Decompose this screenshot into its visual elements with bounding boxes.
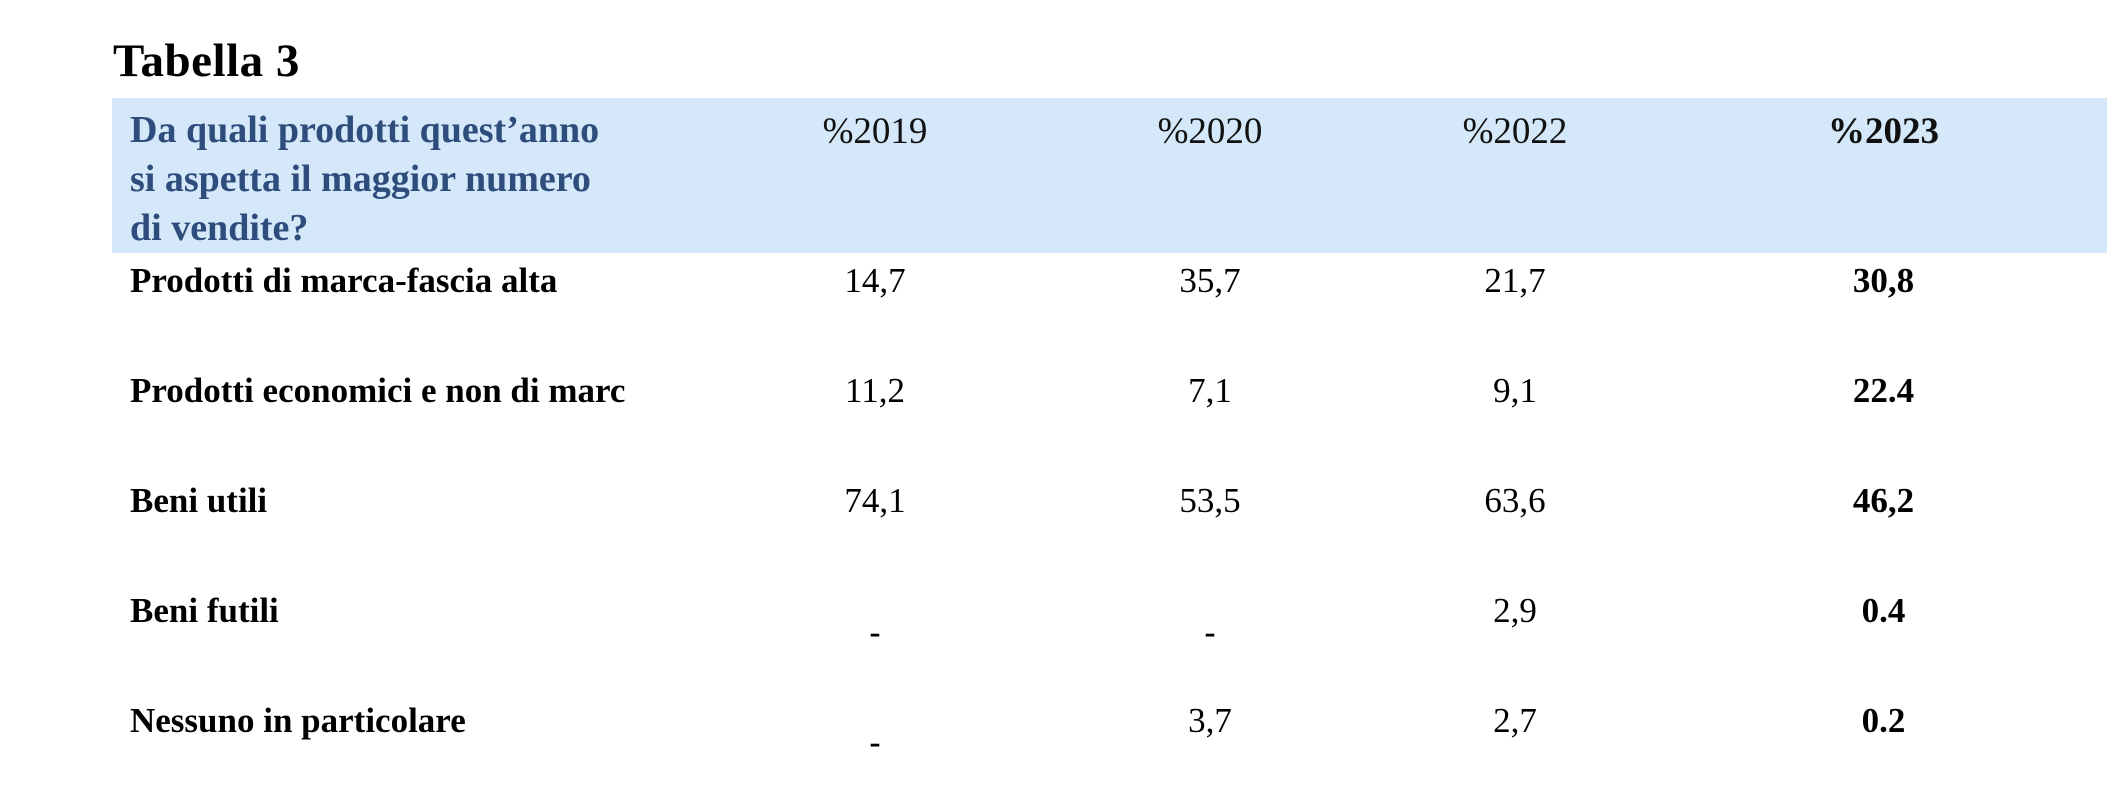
table-row: Prodotti economici e non di marc 11,2 7,…	[112, 363, 2107, 473]
cell-value-missing: -	[869, 725, 881, 761]
table-row: Beni utili 74,1 53,5 63,6 46,2	[112, 473, 2107, 583]
cell-value: 14,7	[844, 261, 906, 300]
cell-value: 22.4	[1852, 371, 1915, 410]
cell-value: 7,1	[1188, 371, 1232, 410]
row-label: Nessuno in particolare	[130, 701, 466, 740]
question-header: Da quali prodotti quest’anno si aspetta …	[130, 109, 600, 249]
row-label: Beni futili	[130, 591, 279, 630]
cell-value: 0.4	[1861, 591, 1906, 630]
cell-value: 30,8	[1852, 261, 1915, 300]
cell-value-missing: -	[1204, 615, 1216, 651]
cell-value-missing: -	[869, 615, 881, 651]
column-header-2020: %2020	[1157, 111, 1263, 152]
table-header-row: Da quali prodotti quest’anno si aspetta …	[112, 98, 2107, 253]
table-title: Tabella 3	[113, 35, 300, 87]
table-row: Beni futili - - 2,9 0.4	[112, 583, 2107, 693]
row-label: Beni utili	[130, 481, 268, 520]
cell-value: 9,1	[1493, 371, 1537, 410]
column-header-2019: %2019	[822, 111, 928, 152]
data-table: Da quali prodotti quest’anno si aspetta …	[112, 98, 2107, 803]
cell-value: 46,2	[1852, 481, 1915, 520]
cell-value: 3,7	[1188, 701, 1232, 740]
cell-value: 11,2	[845, 371, 905, 410]
column-header-2023: %2023	[1828, 111, 1939, 152]
cell-value: 2,7	[1493, 701, 1537, 740]
cell-value: 53,5	[1179, 481, 1241, 520]
cell-value: 35,7	[1179, 261, 1241, 300]
cell-value: 2,9	[1493, 591, 1537, 630]
table-row: Prodotti di marca-fascia alta 14,7 35,7 …	[112, 253, 2107, 363]
cell-value: 21,7	[1484, 261, 1546, 300]
cell-value: 74,1	[844, 481, 906, 520]
row-label: Prodotti economici e non di marc	[130, 371, 626, 410]
column-header-2022: %2022	[1462, 111, 1568, 152]
cell-value: 0.2	[1861, 701, 1906, 740]
table-row: Nessuno in particolare - 3,7 2,7 0.2	[112, 693, 2107, 803]
cell-value: 63,6	[1484, 481, 1546, 520]
row-label: Prodotti di marca-fascia alta	[130, 261, 558, 300]
